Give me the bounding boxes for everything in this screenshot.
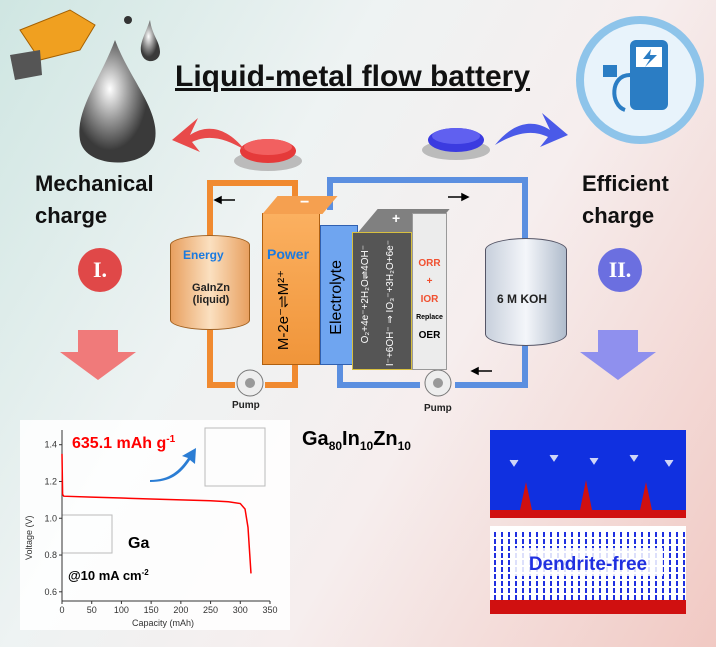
- label-line: charge: [582, 203, 655, 228]
- x-tick-label: 250: [203, 605, 218, 615]
- charging-station-icon: [576, 16, 704, 144]
- plus-sign: +: [426, 276, 433, 287]
- mechanical-charge-label: Mechanical charge: [35, 168, 154, 232]
- f: In: [342, 428, 360, 450]
- red-push-button[interactable]: [232, 133, 304, 173]
- capacity-annotation: 635.1 mAh g-1: [72, 434, 176, 452]
- y-tick-label: 0.6: [44, 587, 57, 597]
- y-axis-label: Voltage (V): [24, 515, 34, 560]
- curved-arrow-right-icon: [495, 113, 568, 147]
- fuel-nozzle-droplet-icon: [10, 9, 160, 163]
- pump-right-label: Pump: [424, 403, 452, 414]
- anode-block: [262, 213, 320, 365]
- anode-reaction: M-2e⁻⇌M²⁺: [275, 270, 292, 351]
- y-tick-label: 1.4: [44, 440, 57, 450]
- blue-push-button[interactable]: [420, 122, 492, 162]
- x-tick-label: 300: [233, 605, 248, 615]
- discharge-chart: 635.1 mAh g-1 Ga @10 mA cm-2 0 50 100 150 20…: [20, 420, 290, 630]
- cathode-reaction-1: O₂+4e⁻+2H₂O⇌4OH⁻: [360, 245, 371, 344]
- x-tick-label: 100: [114, 605, 129, 615]
- label-line: Efficient: [582, 171, 669, 196]
- page-title: Liquid-metal flow battery: [175, 60, 531, 93]
- crystal-structure-icon: [204, 427, 266, 487]
- down-arrow-blue-icon: [580, 330, 656, 380]
- orr-label: ORR: [418, 258, 441, 269]
- down-arrow-red-icon: [60, 330, 136, 380]
- y-tick-label: 1.2: [44, 476, 57, 486]
- discharge-curve: [61, 453, 252, 574]
- cathode-side: [412, 213, 447, 370]
- arrow-icon: [150, 448, 196, 482]
- x-tick-label: 150: [144, 605, 159, 615]
- power-label: Power: [267, 246, 310, 262]
- current-annotation: @10 mA cm-2: [68, 568, 149, 583]
- dendrite-simulation-images: Dendrite-free: [490, 430, 686, 614]
- energy-tank: [170, 235, 250, 330]
- x-tick-label: 350: [262, 605, 277, 615]
- x-tick-label: 200: [173, 605, 188, 615]
- dendrite-free-label: Dendrite-free: [529, 554, 647, 575]
- replace-label: Replace: [416, 314, 443, 321]
- y-tick-label: 0.8: [44, 550, 57, 560]
- pump-right-icon: [424, 369, 452, 397]
- x-axis-label: Capacity (mAh): [132, 618, 194, 628]
- f: 80: [328, 439, 343, 453]
- numeral-one-badge: I.: [78, 248, 122, 292]
- minus-label: −: [300, 194, 310, 211]
- tank-text: GaInZn: [192, 282, 230, 294]
- cathode-block: [352, 232, 412, 370]
- f: 10: [359, 439, 374, 453]
- f: Ga: [302, 428, 329, 450]
- tank-left-label: GaInZn (liquid): [183, 282, 239, 306]
- label-line: charge: [35, 203, 108, 228]
- pump-left-label: Pump: [232, 400, 260, 411]
- numeral-two-badge: II.: [598, 248, 642, 292]
- electrolyte-label: Electrolyte: [328, 260, 345, 335]
- f: 10: [397, 439, 411, 453]
- element-annotation: Ga: [128, 535, 149, 552]
- efficient-charge-label: Efficient charge: [582, 168, 669, 232]
- curved-arrow-left-icon: [172, 118, 245, 152]
- x-tick-label: 0: [59, 605, 64, 615]
- cathode-reaction-2: I⁻+6OH⁻ ⇒ IO₃⁻+3H₂O+6e⁻: [385, 240, 396, 367]
- reaction-list: ORR + IOR Replace OER: [412, 255, 447, 345]
- flow-pipes: [207, 177, 528, 397]
- koh-tank: [485, 238, 567, 346]
- y-tick-label: 1.0: [44, 513, 57, 523]
- plus-label: +: [392, 210, 401, 226]
- tank-text: (liquid): [192, 294, 230, 306]
- pump-left-icon: [236, 369, 264, 397]
- electrolyte-block: [320, 225, 358, 365]
- x-tick-label: 50: [87, 605, 97, 615]
- alloy-formula: Ga80In10Zn10: [302, 428, 411, 453]
- oer-label: OER: [418, 330, 441, 341]
- f: Zn: [373, 428, 398, 450]
- label-line: Mechanical: [35, 171, 154, 196]
- koh-label: 6 M KOH: [497, 292, 548, 306]
- energy-label: Energy: [183, 248, 224, 262]
- ior-label: IOR: [420, 294, 439, 305]
